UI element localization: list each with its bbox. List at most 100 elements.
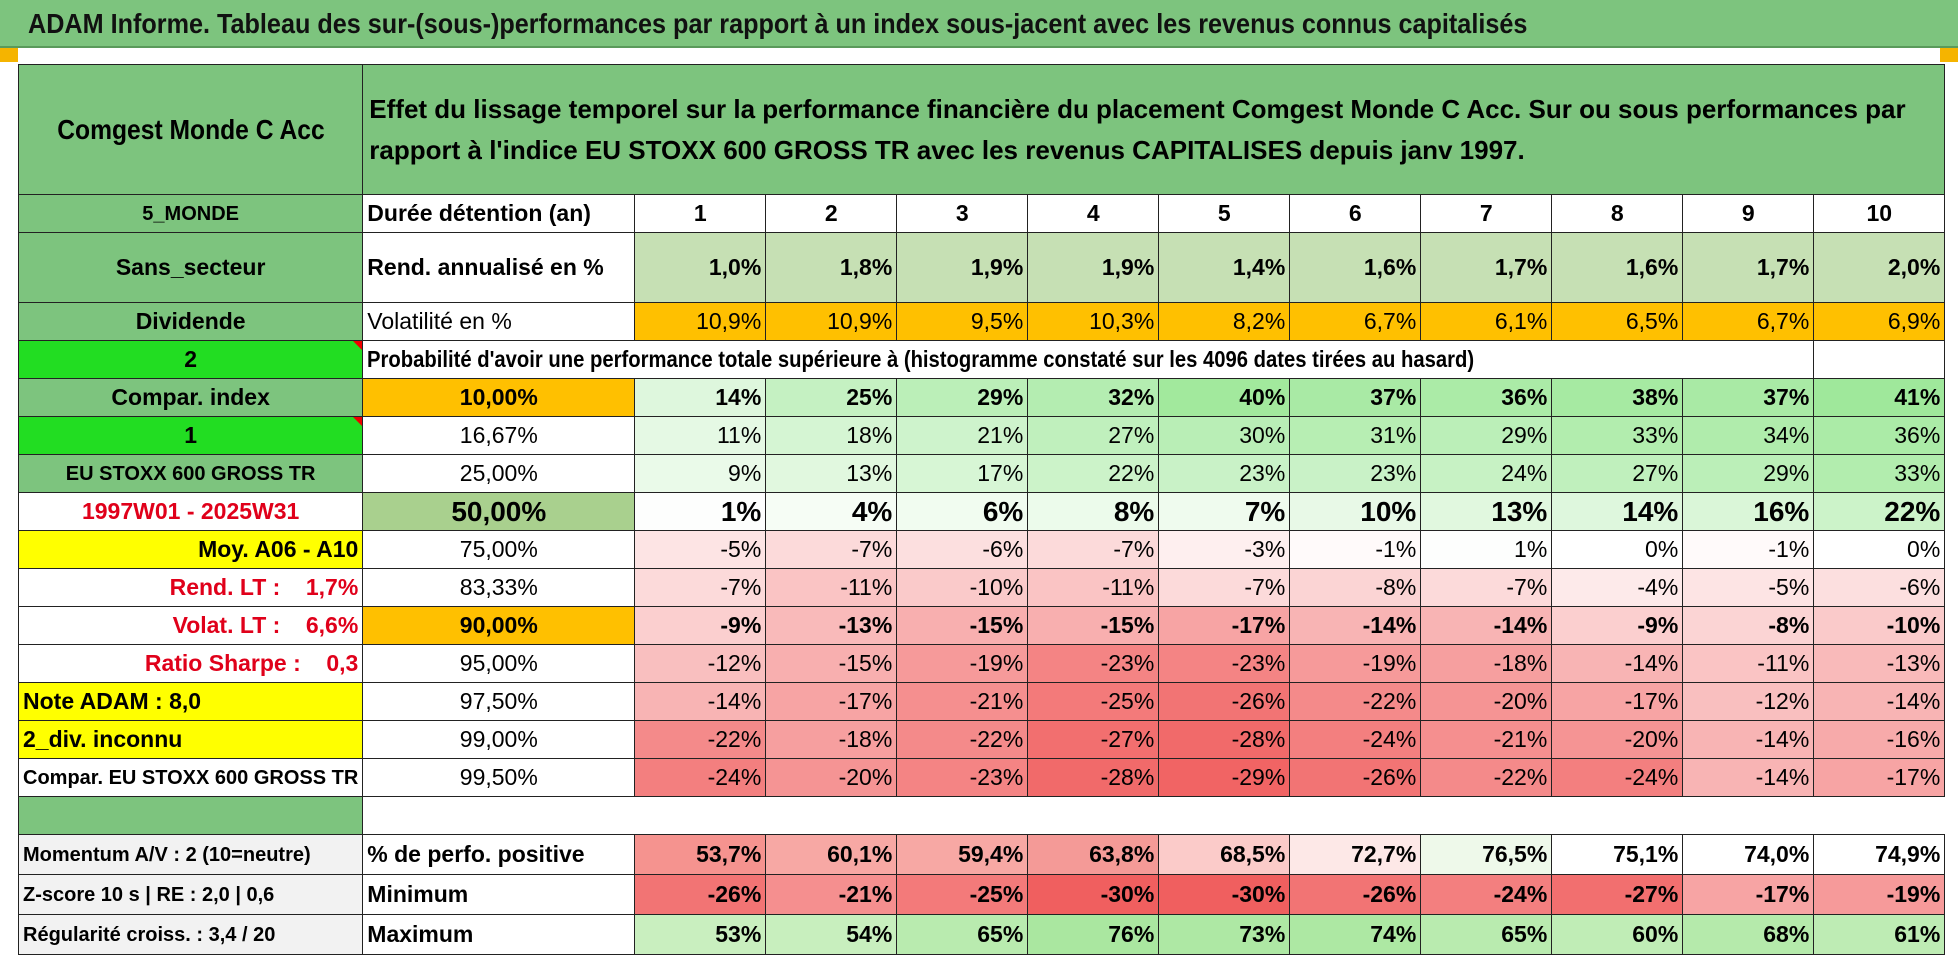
probability-value-cell: 18% (765, 416, 898, 455)
probability-value-cell: -8% (1682, 606, 1815, 645)
probability-value-cell: 37% (1682, 378, 1815, 417)
probability-value-cell: -14% (634, 682, 767, 721)
probability-value-cell: 29% (1682, 454, 1815, 493)
probability-value-cell: -21% (896, 682, 1029, 721)
bottom-label-cell: Minimum (362, 874, 636, 915)
vol-cell: 10,9% (765, 302, 898, 341)
bottom-label-cell: Maximum (362, 914, 636, 955)
probability-value-cell: -5% (634, 530, 767, 569)
rend-cell: 1,6% (1551, 232, 1684, 303)
rend-cell: 1,9% (1027, 232, 1160, 303)
probability-value-cell: -28% (1158, 720, 1291, 759)
probability-value-cell: -1% (1289, 530, 1422, 569)
vol-cell: 6,7% (1682, 302, 1815, 341)
bottom-value-cell: 53,7% (634, 834, 767, 875)
bottom-value-cell: -24% (1420, 874, 1553, 915)
vol-cell: 6,5% (1551, 302, 1684, 341)
probability-value-cell: 36% (1813, 416, 1946, 455)
probability-value-cell: 33% (1551, 416, 1684, 455)
probability-value-cell: 29% (1420, 416, 1553, 455)
green-input-2[interactable]: 2 (17, 340, 364, 379)
probability-value-cell: -26% (1158, 682, 1291, 721)
sharpe-cell: Ratio Sharpe : 0,3 (17, 644, 364, 683)
green-input-1[interactable]: 1 (17, 416, 364, 455)
probability-value-cell: -29% (1158, 758, 1291, 797)
probability-value-cell: 1% (1420, 530, 1553, 569)
probability-value-cell: 22% (1813, 492, 1946, 531)
rend-cell: 1,7% (1682, 232, 1815, 303)
probability-value-cell: -14% (1682, 758, 1815, 797)
probability-value-cell: -20% (765, 758, 898, 797)
probability-value-cell: -20% (1420, 682, 1553, 721)
year-cell: 9 (1682, 194, 1815, 233)
bottom-value-cell: 59,4% (896, 834, 1029, 875)
probability-value-cell: -6% (1813, 568, 1946, 607)
bottom-value-cell: 76% (1027, 914, 1160, 955)
bottom-value-cell: -30% (1158, 874, 1291, 915)
probability-value-cell: -4% (1551, 568, 1684, 607)
fund-name-cell: Comgest Monde C Acc (17, 64, 364, 195)
probability-value-cell: -14% (1682, 720, 1815, 759)
probability-value-cell: -3% (1158, 530, 1291, 569)
threshold-cell: 75,00% (362, 530, 636, 569)
div-cell: 2_div. inconnu (17, 720, 364, 759)
probability-value-cell: -28% (1027, 758, 1160, 797)
year-cell: 3 (896, 194, 1029, 233)
probability-value-cell: 40% (1158, 378, 1291, 417)
probability-value-cell: -10% (896, 568, 1029, 607)
year-cell: 7 (1420, 194, 1553, 233)
probability-value-cell: 10% (1289, 492, 1422, 531)
probability-value-cell: 13% (1420, 492, 1553, 531)
probability-value-cell: 25% (765, 378, 898, 417)
bottom-value-cell: -25% (896, 874, 1029, 915)
rend-cell: 1,0% (634, 232, 767, 303)
rend-cell: 1,8% (765, 232, 898, 303)
bottom-value-cell: 74,9% (1813, 834, 1946, 875)
bottom-value-cell: 75,1% (1551, 834, 1684, 875)
probability-value-cell: -7% (1027, 530, 1160, 569)
bottom-value-cell: 61% (1813, 914, 1946, 955)
probability-value-cell: -19% (1289, 644, 1422, 683)
bottom-value-cell: -19% (1813, 874, 1946, 915)
rend-cell: 1,9% (896, 232, 1029, 303)
vol-cell: 9,5% (896, 302, 1029, 341)
probability-value-cell: -15% (765, 644, 898, 683)
compar-cell: Compar. EU STOXX 600 GROSS TR (17, 758, 364, 797)
probability-value-cell: -22% (896, 720, 1029, 759)
probability-value-cell: -14% (1420, 606, 1553, 645)
vol-label: Volatilité en % (362, 302, 636, 341)
period-cell: 1997W01 - 2025W31 (17, 492, 364, 531)
probability-value-cell: 41% (1813, 378, 1946, 417)
probability-value-cell: -18% (765, 720, 898, 759)
bottom-value-cell: -21% (765, 874, 898, 915)
bottom-value-cell: 72,7% (1289, 834, 1422, 875)
empty-cell (1682, 340, 1814, 379)
probability-value-cell: 31% (1289, 416, 1422, 455)
probability-value-cell: -26% (1289, 758, 1422, 797)
probability-value-cell: 23% (1289, 454, 1422, 493)
threshold-cell: 97,50% (362, 682, 636, 721)
probability-value-cell: -11% (1682, 644, 1815, 683)
corner-marker-left (0, 48, 18, 62)
probability-value-cell: -16% (1813, 720, 1946, 759)
probability-value-cell: -24% (634, 758, 767, 797)
probability-value-cell: 8% (1027, 492, 1160, 531)
dividend-cell: Dividende (17, 302, 364, 341)
year-cell: 2 (765, 194, 898, 233)
probability-value-cell: 29% (896, 378, 1029, 417)
probability-value-cell: -21% (1420, 720, 1553, 759)
probability-value-cell: -12% (1682, 682, 1815, 721)
spacer-cell (362, 796, 1945, 835)
probability-value-cell: -22% (1420, 758, 1553, 797)
probability-value-cell: -11% (1027, 568, 1160, 607)
probability-value-cell: 4% (765, 492, 898, 531)
year-cell: 5 (1158, 194, 1291, 233)
probability-value-cell: -23% (1158, 644, 1291, 683)
year-cell: 10 (1813, 194, 1946, 233)
bottom-value-cell: 65% (1420, 914, 1553, 955)
threshold-cell: 90,00% (362, 606, 636, 645)
probability-value-cell: -7% (1158, 568, 1291, 607)
year-cell: 6 (1289, 194, 1422, 233)
note-cell: Note ADAM : 8,0 (17, 682, 364, 721)
probability-value-cell: 7% (1158, 492, 1291, 531)
